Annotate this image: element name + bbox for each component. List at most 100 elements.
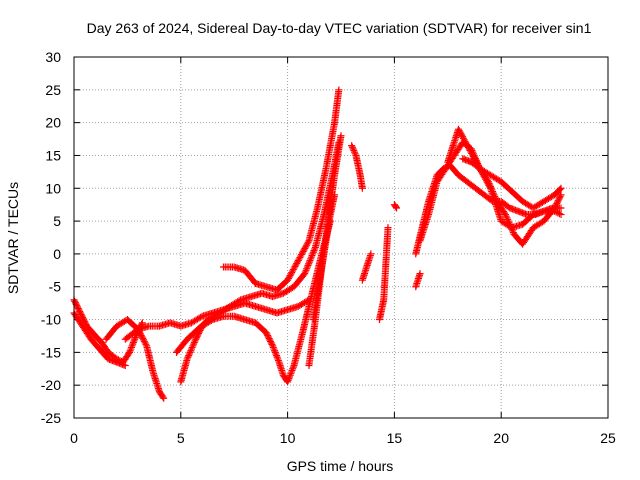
data-point (463, 140, 471, 148)
data-point (305, 260, 313, 268)
x-tick-label: 0 (70, 430, 78, 446)
data-point (273, 353, 281, 361)
data-point (469, 152, 477, 160)
data-point (470, 154, 478, 162)
x-tick-label: 20 (493, 430, 509, 446)
data-point (187, 345, 195, 353)
data-point (459, 133, 467, 141)
data-point (289, 365, 297, 373)
data-point (190, 340, 198, 348)
data-point (189, 342, 197, 350)
chart-title: Day 263 of 2024, Sidereal Day-to-day VTE… (87, 20, 592, 36)
plot-frame (73, 56, 609, 419)
data-point (348, 143, 356, 151)
data-point (142, 340, 150, 348)
data-point (299, 247, 307, 255)
data-point (298, 250, 306, 258)
data-point (303, 265, 311, 273)
data-point (284, 376, 292, 384)
data-point (557, 191, 565, 199)
data-point (297, 252, 305, 260)
data-point (309, 250, 317, 258)
data-point (140, 337, 148, 345)
data-point (456, 128, 464, 136)
y-tick-label: 15 (45, 147, 61, 163)
data-point (288, 269, 296, 277)
data-point (557, 204, 565, 212)
data-point (271, 348, 279, 356)
data-point (454, 125, 462, 133)
data-point (285, 273, 293, 281)
data-point (300, 246, 308, 254)
y-tick-label: 0 (53, 246, 61, 262)
data-point (269, 343, 277, 351)
data-point (274, 357, 282, 365)
data-point (292, 261, 300, 269)
data-point (557, 211, 565, 219)
data-point (455, 127, 463, 135)
data-point (159, 393, 167, 401)
data-point (392, 203, 400, 211)
y-tick-label: 30 (45, 49, 61, 65)
data-point (126, 347, 134, 355)
data-point (303, 240, 311, 248)
data-point (293, 258, 301, 266)
data-point (293, 260, 301, 268)
data-point (125, 350, 133, 358)
data-point (556, 192, 564, 200)
grid-lines (73, 56, 609, 419)
series-arc-10 (348, 142, 366, 192)
data-point (183, 355, 191, 363)
data-point (331, 191, 339, 199)
series-arc-9 (309, 191, 339, 324)
data-point (349, 145, 357, 153)
data-point (416, 270, 424, 278)
data-point (271, 347, 279, 355)
data-point (310, 247, 318, 255)
data-point (337, 132, 345, 140)
data-point (184, 353, 192, 361)
data-markers (70, 86, 565, 402)
data-point (461, 137, 469, 145)
series-arc-16 (444, 125, 565, 232)
data-point (141, 339, 149, 347)
data-point (302, 266, 310, 274)
data-point (191, 337, 199, 345)
data-point (284, 276, 292, 284)
data-point (286, 373, 294, 381)
data-point (464, 143, 472, 151)
series-arc-14 (412, 161, 565, 258)
data-point (288, 366, 296, 374)
data-point (350, 147, 358, 155)
data-point (309, 248, 317, 256)
data-point (289, 266, 297, 274)
data-point (468, 151, 476, 159)
data-point (482, 175, 490, 183)
y-tick-label: 5 (53, 213, 61, 229)
data-point (503, 214, 511, 222)
data-point (335, 86, 343, 94)
data-point (295, 255, 303, 263)
data-point (305, 258, 313, 266)
x-axis-label: GPS time / hours (287, 458, 394, 474)
data-point (127, 345, 135, 353)
series-arc-1 (70, 296, 146, 366)
data-point (471, 155, 479, 163)
data-point (501, 209, 509, 217)
data-point (311, 245, 319, 253)
data-point (554, 209, 562, 217)
data-point (137, 331, 145, 339)
data-point (307, 255, 315, 263)
data-point (557, 184, 565, 192)
data-point (272, 350, 280, 358)
data-point (235, 297, 243, 305)
data-point (462, 139, 470, 147)
data-point (483, 178, 491, 186)
data-point (121, 361, 129, 369)
data-point (128, 342, 136, 350)
y-tick-label: 25 (45, 82, 61, 98)
data-point (140, 336, 148, 344)
data-point (290, 264, 298, 272)
tick-labels: 0 5 10 15 20 25 -25 -20 -15 -10 -5 0 5 10 15 20 25 30 (41, 49, 616, 446)
data-point (555, 210, 563, 218)
